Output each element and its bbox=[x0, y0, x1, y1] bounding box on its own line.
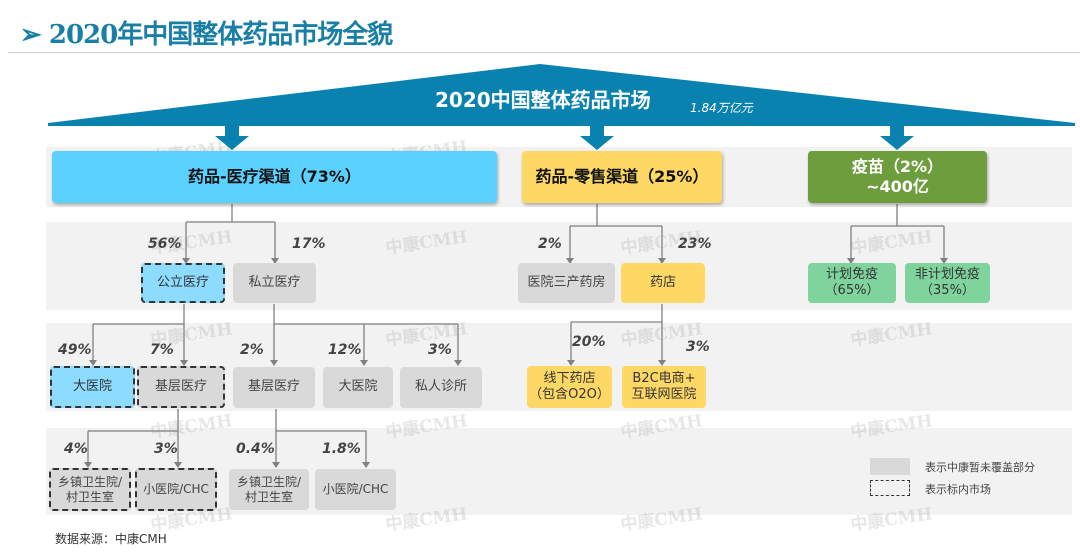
pct-public: 56% bbox=[148, 236, 182, 252]
private-medical-box: 私立医疗 bbox=[233, 263, 316, 303]
online-pharmacy-box: B2C电商+ 互联网医院 bbox=[622, 366, 706, 408]
title-text: 2020年中国整体药品市场全貌 bbox=[48, 20, 393, 50]
pct-public-town: 4% bbox=[64, 441, 88, 457]
vaccine-label: 疫苗（2%） bbox=[851, 157, 944, 176]
public-small-hospital-box: 小医院/CHC bbox=[135, 468, 217, 511]
pharmacy-box: 药店 bbox=[621, 263, 705, 303]
banner-value: 1.84万亿元 bbox=[690, 101, 753, 115]
legend-dashed-swatch bbox=[870, 480, 910, 496]
pct-public-big: 49% bbox=[58, 342, 92, 358]
title-divider bbox=[8, 52, 1080, 53]
public-medical-box: 公立医疗 bbox=[141, 263, 225, 303]
pct-public-basic: 7% bbox=[150, 342, 174, 358]
private-clinic-box: 私人诊所 bbox=[400, 367, 482, 408]
data-source: 数据来源：中康CMH bbox=[55, 532, 167, 546]
arrow-bullet-icon: ➢ bbox=[20, 20, 42, 50]
pct-public-small: 3% bbox=[154, 441, 178, 457]
banner-title: 2020中国整体药品市场 bbox=[435, 88, 651, 112]
public-big-hospital-box: 大医院 bbox=[50, 366, 135, 408]
vaccine-value: ~400亿 bbox=[866, 177, 929, 196]
private-big-hospital-box: 大医院 bbox=[323, 367, 393, 408]
pct-online: 3% bbox=[686, 339, 710, 355]
pct-private-clinic: 3% bbox=[428, 342, 452, 358]
private-township-clinic-box: 乡镇卫生院/ 村卫生室 bbox=[229, 469, 309, 510]
unplanned-immunization-box: 非计划免疫 （35%） bbox=[905, 263, 990, 303]
down-arrows bbox=[215, 126, 914, 150]
legend-gray-swatch bbox=[870, 458, 910, 475]
pct-private-big: 12% bbox=[328, 342, 362, 358]
pct-private-small: 1.8% bbox=[322, 441, 361, 457]
public-township-clinic-box: 乡镇卫生院/ 村卫生室 bbox=[49, 468, 131, 511]
page-title: ➢ 2020年中国整体药品市场全貌 bbox=[20, 14, 393, 51]
legend-gray-label: 表示中康暂未覆盖部分 bbox=[925, 461, 1035, 474]
pct-offline: 20% bbox=[572, 334, 606, 350]
pct-private: 17% bbox=[292, 236, 326, 252]
private-basic-care-box: 基层医疗 bbox=[233, 367, 315, 408]
retail-channel-box: 药品-零售渠道（25%） bbox=[522, 151, 722, 203]
pct-private-town: 0.4% bbox=[236, 441, 275, 457]
public-basic-care-box: 基层医疗 bbox=[137, 366, 225, 408]
private-small-hospital-box: 小医院/CHC bbox=[315, 469, 396, 510]
pct-hospital-pharmacy: 2% bbox=[538, 236, 562, 252]
pct-pharmacy: 23% bbox=[678, 236, 712, 252]
vaccine-box: 疫苗（2%） ~400亿 bbox=[808, 151, 987, 203]
legend-dashed-label: 表示标内市场 bbox=[925, 483, 991, 496]
offline-pharmacy-box: 线下药店 （包含O2O） bbox=[527, 366, 612, 408]
banner-shape bbox=[48, 64, 1075, 126]
medical-channel-box: 药品-医疗渠道（73%） bbox=[52, 151, 497, 203]
pct-private-basic: 2% bbox=[240, 342, 264, 358]
hospital-pharmacy-box: 医院三产药房 bbox=[518, 263, 615, 303]
planned-immunization-box: 计划免疫 （65%） bbox=[808, 263, 896, 303]
